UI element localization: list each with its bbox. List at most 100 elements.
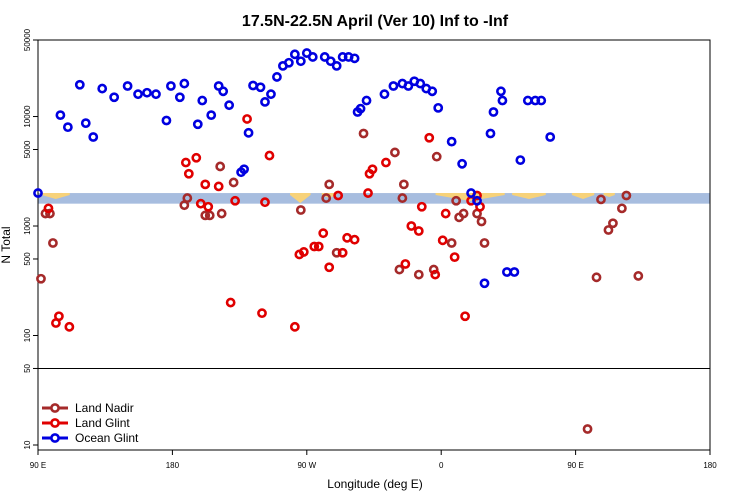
land-glint-point — [230, 195, 241, 206]
ocean-glint-point — [192, 119, 203, 130]
land-glint-point — [257, 308, 267, 319]
land-glint-point — [449, 252, 460, 263]
ocean-glint-point — [415, 78, 426, 89]
land-nadir-point — [204, 210, 215, 221]
land-nadir-point — [616, 203, 627, 214]
land-nadir-point — [608, 218, 618, 229]
ocean-glint-point — [446, 136, 457, 147]
land-glint-point — [342, 232, 353, 243]
land-glint-point — [318, 228, 329, 239]
land-nadir-point — [36, 273, 46, 284]
land-glint-point — [413, 226, 424, 236]
land-glint-point — [337, 247, 348, 258]
land-glint-point — [324, 262, 335, 273]
land-glint-point — [289, 321, 300, 332]
land-nadir-point — [321, 193, 332, 203]
y-axis: 10 50 100 500 1000 5000 10000 50000 — [23, 28, 38, 449]
land-nadir-point — [413, 269, 424, 280]
land-nadir-point — [215, 161, 226, 172]
ocean-glint-point — [379, 89, 390, 100]
ocean-glint-point — [88, 132, 99, 142]
land-glint-point — [264, 150, 275, 161]
land-nadir-point — [479, 238, 490, 248]
ocean-glint-point — [466, 188, 476, 198]
ocean-glint-point — [62, 122, 73, 133]
land-glint-point — [203, 201, 214, 212]
land-glint-point — [460, 311, 470, 322]
land-glint-point — [367, 164, 378, 175]
land-nadir-point — [428, 264, 439, 275]
ocean-glint-point — [218, 86, 229, 97]
ocean-glint-point — [55, 110, 66, 121]
ocean-glint-point — [161, 115, 172, 126]
ocean-glint-point — [80, 118, 91, 129]
land-glint-point — [213, 181, 224, 192]
y-tick-label: 100 — [23, 328, 32, 342]
ocean-glint-point — [97, 83, 108, 94]
ocean-glint-point — [497, 95, 508, 106]
land-nadir-point — [446, 238, 457, 248]
land-nadir-point — [633, 271, 644, 281]
ocean-glint-point — [433, 102, 444, 113]
land-glint-point — [424, 132, 435, 143]
x-tick-label: 0 — [439, 461, 444, 470]
ocean-glint-point — [536, 95, 547, 106]
ocean-glint-point — [325, 56, 336, 67]
land-glint-point — [333, 190, 344, 201]
land-glint-point — [298, 247, 309, 257]
land-glint-point — [437, 235, 448, 246]
legend-label: Land Nadir — [75, 401, 134, 415]
land-glint-point — [225, 297, 236, 308]
ocean-glint-point — [206, 110, 217, 121]
land-nadir-point — [582, 424, 593, 434]
ocean-glint-point — [255, 82, 266, 93]
ocean-glint-point — [197, 95, 208, 106]
ocean-glint-point — [239, 164, 249, 175]
land-nadir-point — [324, 179, 335, 190]
land-nadir-point — [591, 272, 602, 283]
ocean-glint-point — [545, 132, 556, 142]
land-nadir-point — [451, 195, 462, 206]
ocean-glint-point — [295, 56, 306, 67]
y-tick-label: 50000 — [23, 28, 32, 51]
x-tick-label: 90 W — [297, 461, 316, 470]
land-glint-point — [416, 201, 427, 212]
ocean-glint-point — [472, 195, 482, 206]
land-nadir-point — [216, 208, 227, 219]
legend-marker — [50, 418, 60, 428]
ocean-glint-point — [522, 95, 533, 106]
legend-label: Land Glint — [75, 416, 130, 430]
land-glint-point — [180, 157, 191, 168]
plot-frame — [37, 39, 711, 451]
ocean-glint-point — [479, 278, 490, 289]
land-glint-point — [406, 221, 417, 231]
ocean-glint-point — [349, 53, 360, 64]
ocean-glint-point — [502, 267, 512, 277]
ocean-glint-point — [485, 128, 496, 139]
ocean-glint-point — [174, 92, 185, 103]
ocean-glint-point — [33, 188, 43, 198]
land-glint-point — [349, 234, 360, 245]
x-tick-label: 180 — [703, 461, 717, 470]
ocean-glint-point — [266, 89, 276, 100]
ocean-glint-point — [142, 87, 152, 98]
x-tick-label: 90 E — [30, 461, 46, 470]
x-tick-label: 90 E — [567, 461, 583, 470]
ocean-glint-point — [133, 89, 143, 100]
band-highlight — [603, 193, 615, 198]
ocean-glint-point — [243, 127, 254, 138]
ocean-glint-point — [515, 155, 526, 165]
land-glint-point — [309, 241, 320, 252]
ocean-glint-point — [283, 57, 294, 68]
land-nadir-point — [182, 193, 193, 203]
land-glint-point — [54, 311, 64, 322]
ocean-glint-point — [224, 100, 235, 111]
land-glint-point — [242, 114, 252, 124]
land-glint-point — [200, 179, 211, 190]
ocean-glint-point — [388, 81, 399, 91]
ocean-glint-point — [331, 61, 342, 71]
land-nadir-point — [431, 151, 442, 162]
land-glint-point — [191, 152, 202, 163]
ocean-glint-point — [307, 52, 318, 62]
